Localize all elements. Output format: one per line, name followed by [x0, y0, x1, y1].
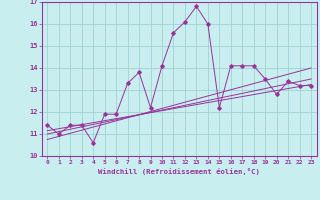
X-axis label: Windchill (Refroidissement éolien,°C): Windchill (Refroidissement éolien,°C) [98, 168, 260, 175]
